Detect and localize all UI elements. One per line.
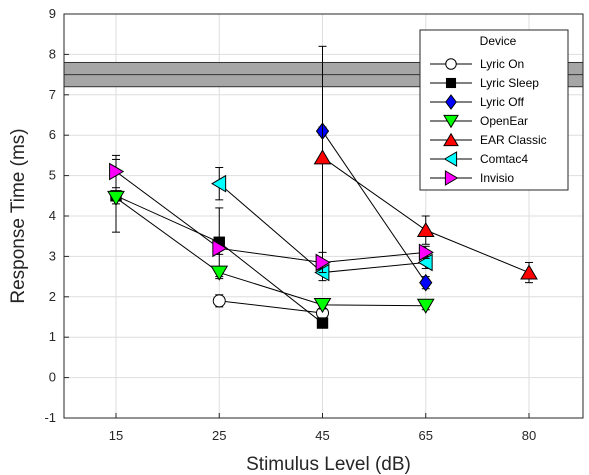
x-tick-label: 25 xyxy=(212,428,226,443)
series-line xyxy=(115,171,426,263)
legend-title: Device xyxy=(480,34,517,48)
series-openear xyxy=(107,190,435,314)
data-point xyxy=(445,58,457,70)
x-tick-label: 45 xyxy=(315,428,329,443)
legend-label: EAR Classic xyxy=(480,133,547,147)
data-point xyxy=(315,253,331,272)
data-point xyxy=(313,297,332,314)
data-point xyxy=(445,77,457,89)
series-ear-classic xyxy=(313,45,538,284)
legend-item: Lyric On xyxy=(430,57,524,71)
legend: Device Lyric On Lyric Sleep Lyric Off OpenEa… xyxy=(419,29,569,191)
data-point xyxy=(443,132,459,147)
data-point xyxy=(210,265,229,281)
legend-item: Lyric Sleep xyxy=(430,76,539,90)
y-tick-label: 3 xyxy=(49,248,56,263)
y-tick-label: 5 xyxy=(49,168,56,183)
y-tick-label: 6 xyxy=(49,127,56,142)
legend-label: Lyric Off xyxy=(480,95,525,109)
data-point xyxy=(211,174,227,193)
data-point xyxy=(520,264,538,280)
data-point xyxy=(212,239,228,258)
y-tick-label: 8 xyxy=(49,46,56,61)
data-point xyxy=(109,162,125,181)
data-point xyxy=(443,114,459,129)
data-point xyxy=(313,149,332,165)
legend-item: Invisio xyxy=(430,170,514,186)
y-axis-label: Response Time (ms) xyxy=(8,128,29,303)
x-tick-label: 80 xyxy=(522,428,536,443)
data-point xyxy=(416,221,435,238)
legend-label: Lyric Sleep xyxy=(480,76,539,90)
x-tick-label: 65 xyxy=(419,428,433,443)
series-line xyxy=(219,300,323,314)
legend-box xyxy=(419,29,569,191)
data-point xyxy=(107,190,125,207)
data-point xyxy=(444,170,459,186)
legend-item: Comtac4 xyxy=(430,151,528,167)
data-point xyxy=(212,294,226,308)
y-tick-label: -1 xyxy=(44,410,56,425)
data-point xyxy=(316,317,329,329)
data-point xyxy=(416,298,435,314)
data-point xyxy=(443,151,458,167)
data-point xyxy=(418,243,434,262)
legend-label: Invisio xyxy=(480,171,514,185)
series-line xyxy=(115,197,426,307)
legend-item: EAR Classic xyxy=(430,132,547,147)
y-tick-label: 2 xyxy=(49,289,56,304)
legend-label: OpenEar xyxy=(480,114,528,128)
legend-item: OpenEar xyxy=(430,114,528,129)
x-axis-label: Stimulus Level (dB) xyxy=(246,454,411,475)
y-tick-label: 0 xyxy=(49,370,56,385)
legend-label: Lyric On xyxy=(480,57,524,71)
series-layer xyxy=(107,45,538,329)
legend-label: Comtac4 xyxy=(480,152,528,166)
y-tick-label: 4 xyxy=(49,208,56,223)
series-line xyxy=(322,130,427,283)
legend-item: Lyric Off xyxy=(430,94,525,110)
y-tick-label: 9 xyxy=(49,6,56,21)
data-point xyxy=(445,94,457,110)
series-invisio xyxy=(109,154,434,274)
y-tick-label: 1 xyxy=(49,329,56,344)
x-tick-label: 15 xyxy=(109,428,123,443)
data-point xyxy=(419,273,433,292)
y-tick-label: 7 xyxy=(49,87,56,102)
